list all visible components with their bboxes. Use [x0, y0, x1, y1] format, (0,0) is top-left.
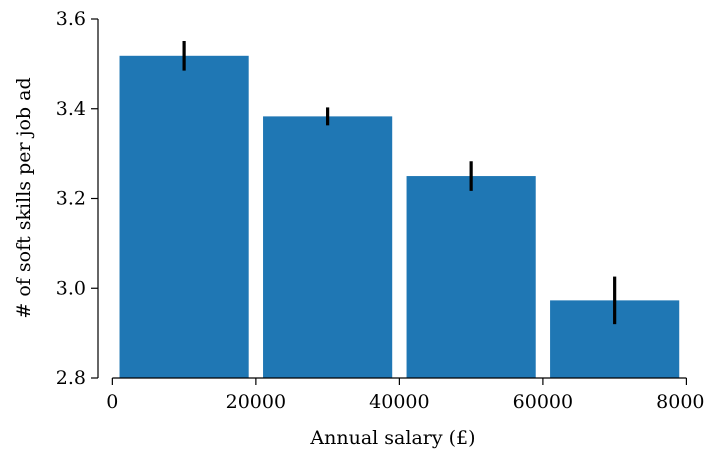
x-axis-ticks: 0 20000 40000 60000 80000	[106, 378, 704, 413]
bar-2	[263, 116, 393, 378]
y-tick-label-2: 3.2	[56, 188, 86, 210]
y-tick-label-1: 3.0	[56, 277, 86, 299]
x-tick-label-0: 0	[106, 391, 118, 413]
y-axis-label: # of soft skills per job ad	[13, 77, 35, 318]
bar-1	[119, 55, 249, 379]
y-tick-label-0: 2.8	[56, 367, 86, 389]
y-tick-label-4: 3.6	[56, 8, 86, 30]
x-axis-label: Annual salary (£)	[309, 427, 475, 449]
y-tick-label-3: 3.4	[56, 98, 86, 120]
x-tick-label-1: 20000	[226, 391, 286, 413]
x-tick-label-4: 80000	[656, 391, 704, 413]
bars-group	[119, 55, 680, 379]
x-tick-label-2: 40000	[369, 391, 429, 413]
y-axis-ticks: 2.8 3.0 3.2 3.4 3.6	[56, 8, 98, 389]
x-tick-label-3: 60000	[513, 391, 573, 413]
error-bars-group	[182, 40, 617, 325]
bar-3	[406, 176, 536, 378]
